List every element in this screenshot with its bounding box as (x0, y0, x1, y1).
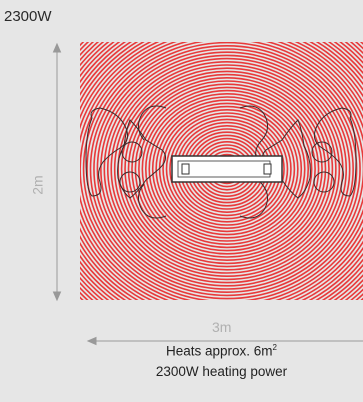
heat-rings (80, 42, 363, 300)
heat-ring (106, 57, 348, 281)
heat-ring (169, 115, 285, 223)
heat-ring (89, 42, 363, 297)
heater-unit (171, 155, 283, 183)
wattage-title: 2300W (4, 8, 52, 25)
heat-ring (127, 77, 327, 261)
heat-ring (134, 83, 320, 255)
heat-ring (162, 109, 292, 230)
heat-ring (155, 102, 299, 236)
heat-ring (151, 99, 303, 239)
heat-ring (144, 93, 310, 245)
heat-ring (117, 67, 337, 271)
heat-ring (120, 70, 334, 268)
heat-ring (103, 54, 351, 284)
heat-ring (113, 64, 341, 274)
width-label: 3m (212, 319, 232, 335)
heat-ring (165, 112, 289, 226)
heat-ring (158, 105, 296, 233)
heat-ring (80, 42, 363, 300)
heat-ring (100, 51, 354, 287)
heat-ring (96, 48, 358, 290)
heat-ring (82, 42, 363, 300)
heat-ring (86, 42, 363, 300)
height-dimension-arrow (52, 42, 62, 302)
caption: Heats approx. 6m2 2300W heating power (110, 338, 333, 382)
heat-ring (141, 89, 313, 249)
caption-area-line: Heats approx. 6m2 (165, 343, 277, 359)
heat-ring (131, 80, 323, 258)
height-label: 2m (29, 175, 46, 195)
heat-ring (148, 96, 306, 242)
heat-ring (124, 73, 330, 265)
width-dimension-arrow (86, 336, 363, 346)
caption-power-line: 2300W heating power (155, 363, 288, 379)
room-outline-shapes (85, 105, 357, 219)
heat-ring (138, 86, 316, 252)
heat-ring (93, 45, 361, 293)
